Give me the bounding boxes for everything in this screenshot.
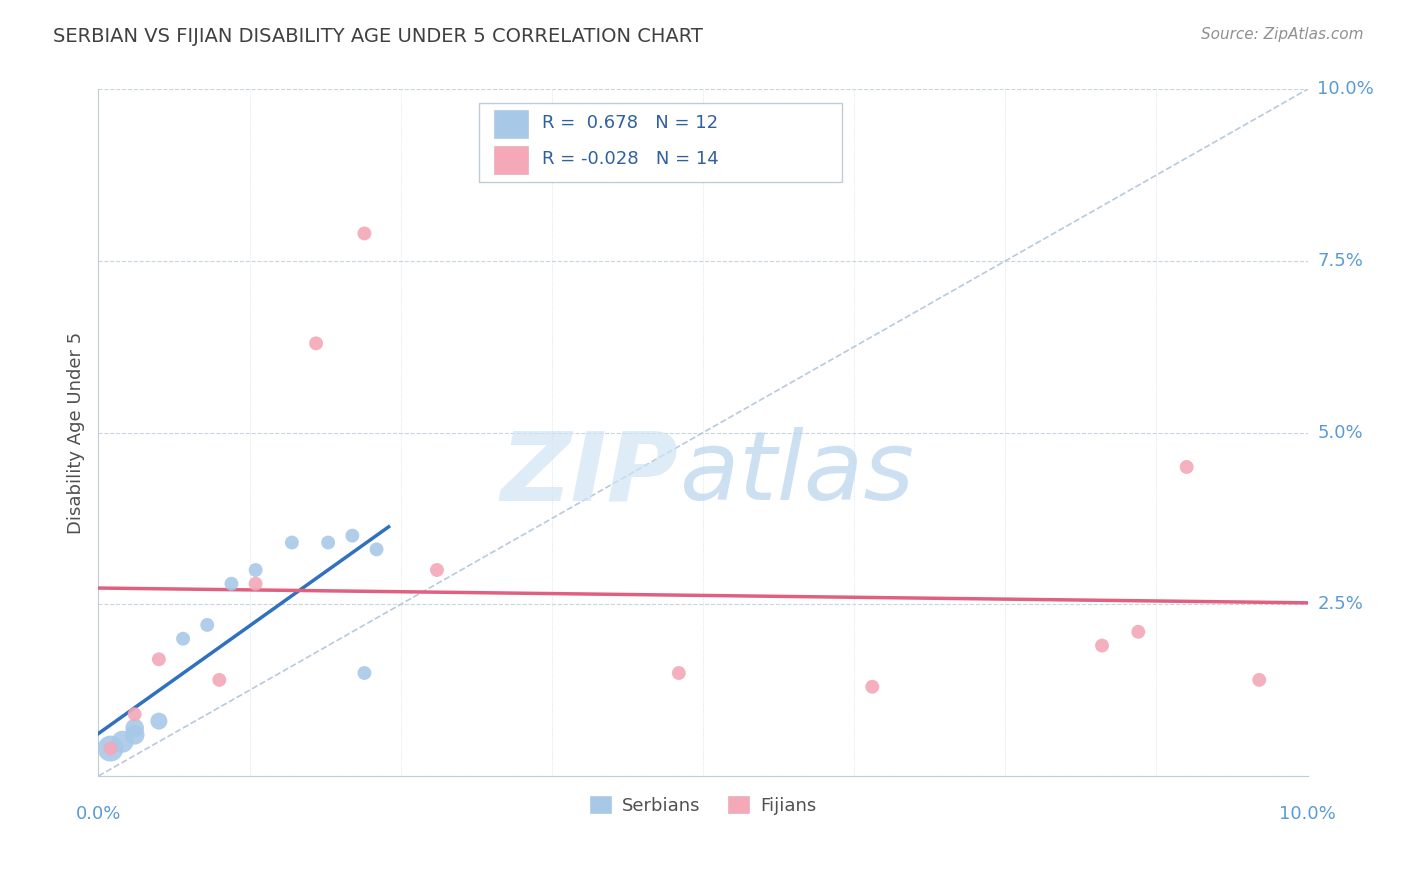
Point: [1249, 673, 1271, 687]
Point: [195, 618, 218, 632]
Text: R = -0.028   N = 14: R = -0.028 N = 14: [543, 151, 718, 169]
Point: [245, 576, 267, 591]
Point: [1091, 639, 1114, 653]
Text: 10.0%: 10.0%: [1279, 805, 1336, 823]
Legend: Serbians, Fijians: Serbians, Fijians: [582, 789, 824, 822]
Text: 5.0%: 5.0%: [1317, 424, 1362, 442]
Text: 10.0%: 10.0%: [1317, 80, 1374, 98]
Point: [668, 665, 690, 680]
Point: [172, 632, 194, 646]
Point: [111, 735, 134, 749]
Point: [426, 563, 449, 577]
Bar: [494, 110, 527, 137]
Point: [221, 576, 243, 591]
Point: [860, 680, 883, 694]
Point: [245, 563, 267, 577]
Point: [1175, 460, 1198, 475]
Point: [305, 336, 328, 351]
Text: 0.0%: 0.0%: [76, 805, 121, 823]
Point: [353, 665, 375, 680]
Point: [100, 741, 122, 756]
Point: [124, 721, 146, 735]
Text: 7.5%: 7.5%: [1317, 252, 1364, 270]
Y-axis label: Disability Age Under 5: Disability Age Under 5: [66, 332, 84, 533]
Point: [124, 707, 146, 722]
Point: [281, 535, 304, 549]
Text: 2.5%: 2.5%: [1317, 595, 1364, 614]
Text: R =  0.678   N = 12: R = 0.678 N = 12: [543, 114, 718, 133]
Point: [148, 652, 170, 666]
Point: [148, 714, 170, 728]
Point: [1128, 624, 1150, 639]
Text: Source: ZipAtlas.com: Source: ZipAtlas.com: [1201, 27, 1364, 42]
Bar: [494, 146, 527, 174]
FancyBboxPatch shape: [479, 103, 842, 182]
Point: [342, 528, 364, 542]
Point: [124, 728, 146, 742]
Point: [316, 535, 339, 549]
Point: [208, 673, 231, 687]
Text: ZIP: ZIP: [501, 427, 679, 520]
Point: [353, 227, 375, 241]
Text: atlas: atlas: [679, 427, 914, 520]
Text: SERBIAN VS FIJIAN DISABILITY AGE UNDER 5 CORRELATION CHART: SERBIAN VS FIJIAN DISABILITY AGE UNDER 5…: [53, 27, 703, 45]
Point: [366, 542, 388, 557]
Point: [100, 741, 122, 756]
